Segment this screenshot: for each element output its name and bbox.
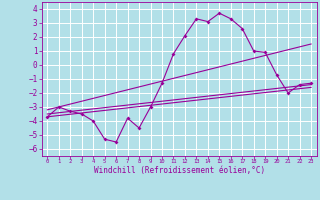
X-axis label: Windchill (Refroidissement éolien,°C): Windchill (Refroidissement éolien,°C) [94, 166, 265, 175]
